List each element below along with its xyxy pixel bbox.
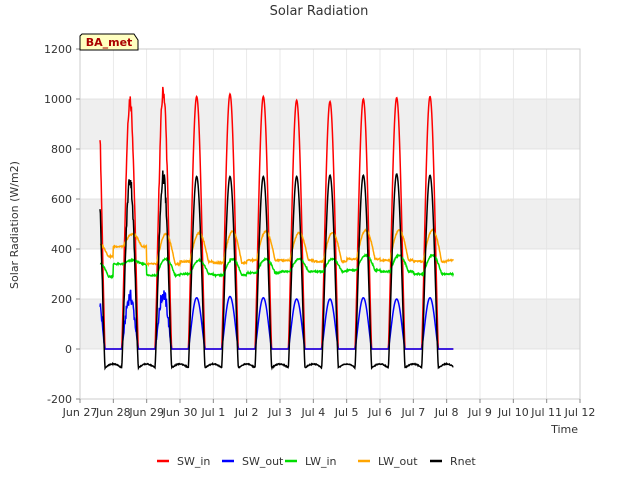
x-tick-label: Jun 29 [128,406,164,419]
legend-label-lw-out: LW_out [378,455,418,468]
y-tick-label: -200 [47,393,72,406]
y-tick-label: 400 [51,243,72,256]
legend-label-rnet: Rnet [450,455,476,468]
x-tick-label: Jul 3 [267,406,292,419]
series-line-sw-out [99,289,454,350]
y-tick-label: 0 [65,343,72,356]
x-tick-label: Jul 2 [234,406,259,419]
site-label-box: BA_met [79,33,139,51]
chart-title: Solar Radiation [270,4,369,19]
x-axis-label: Time [550,423,578,436]
legend: SW_in SW_out LW_in LW_out Rnet [157,455,476,468]
x-tick-label: Jul 9 [467,406,492,419]
series-group [99,86,455,371]
x-tick-label: Jul 5 [334,406,359,419]
legend-label-sw-out: SW_out [242,455,284,468]
plot-frame [79,48,581,400]
y-tick-label: 800 [51,143,72,156]
y-tick-label: 1200 [44,43,72,56]
y-axis-label: Solar Radiation (W/m2) [8,161,21,289]
y-tick-label: 600 [51,193,72,206]
x-tick-label: Jul 12 [564,406,596,419]
legend-label-sw-in: SW_in [177,455,210,468]
legend-label-lw-in: LW_in [305,455,337,468]
x-tick-label: Jul 6 [367,406,392,419]
y-tick-label: 1000 [44,93,72,106]
x-tick-label: Jul 7 [400,406,425,419]
x-tick-label: Jun 30 [162,406,198,419]
series-line-rnet [99,170,454,371]
x-tick-label: Jul 11 [530,406,562,419]
plot-background [80,49,580,399]
y-tick-label: 200 [51,293,72,306]
site-label: BA_met [86,36,133,49]
x-tick-label: Jul 8 [434,406,459,419]
site-label-background [79,33,139,51]
x-tick-label: Jul 1 [200,406,225,419]
x-tick-label: Jul 4 [300,406,325,419]
x-tick-label: Jun 27 [62,406,98,419]
x-tick-label: Jun 28 [95,406,131,419]
x-tick-label: Jul 10 [497,406,529,419]
